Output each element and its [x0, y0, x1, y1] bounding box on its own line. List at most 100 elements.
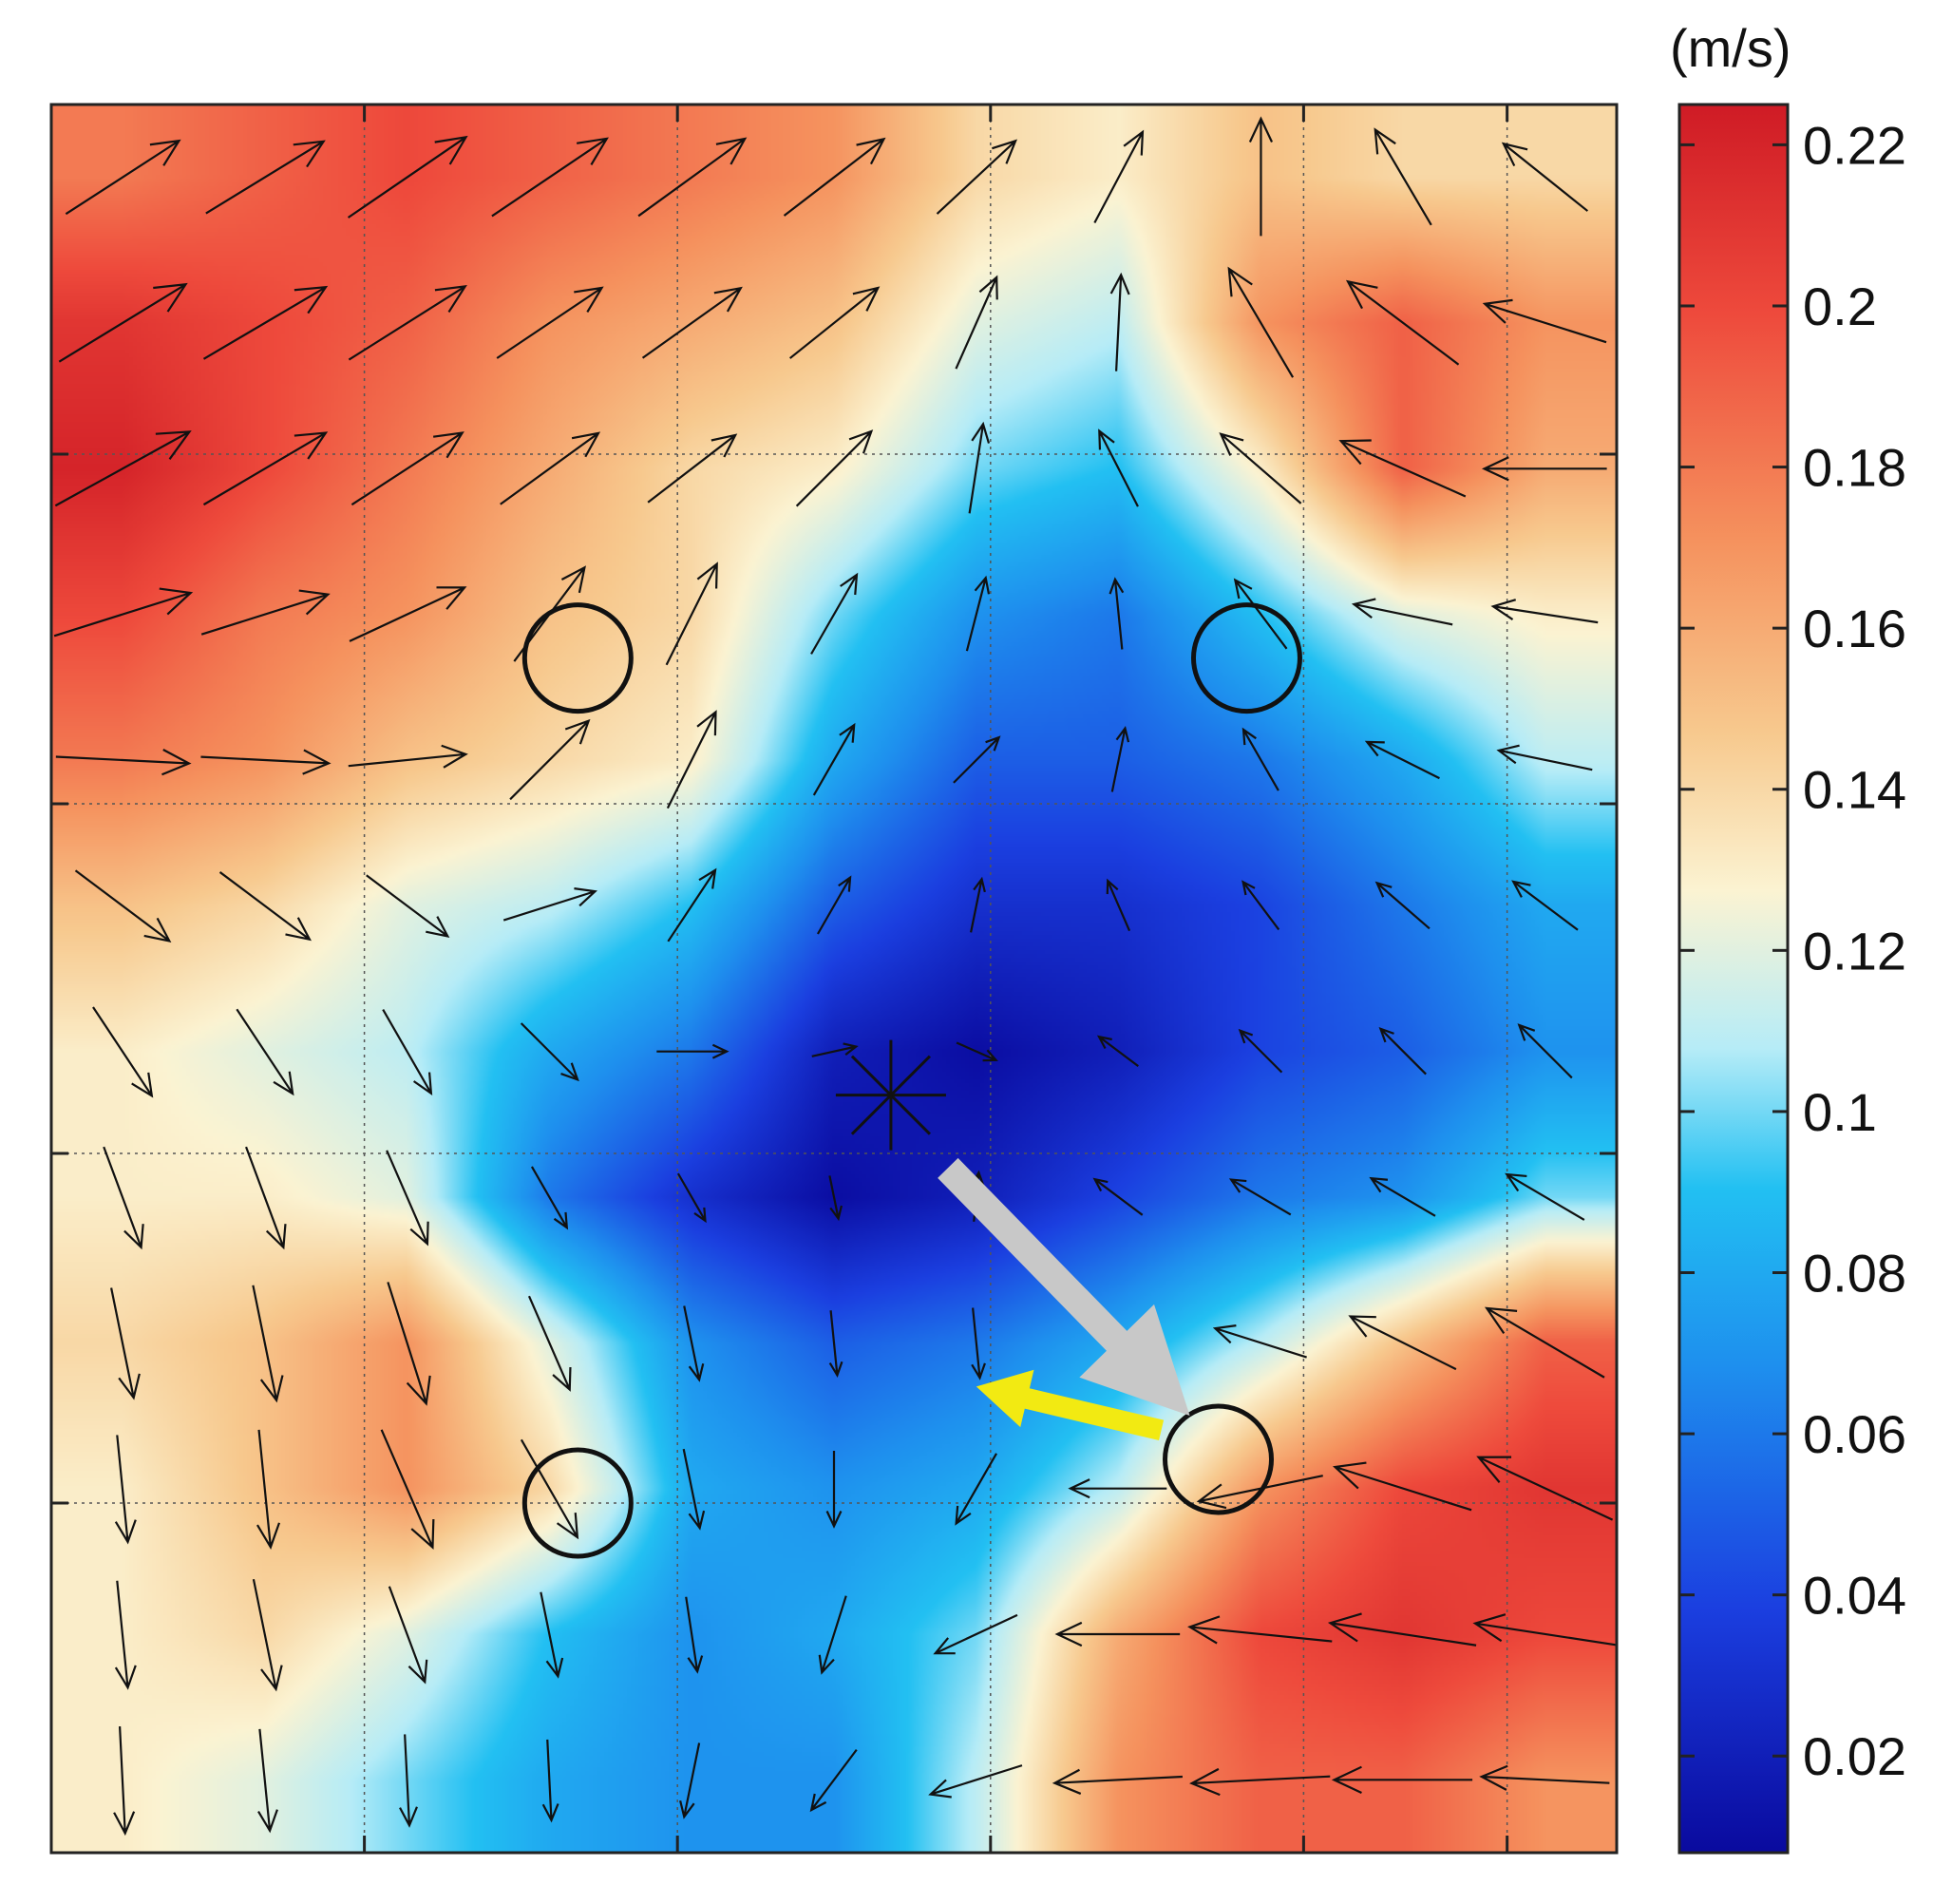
velocity-vector: [665, 562, 718, 666]
velocity-vector: [676, 1172, 707, 1224]
colorbar-tick-label: 0.12: [1803, 921, 1906, 981]
velocity-vector: [527, 1295, 572, 1392]
velocity-vector: [205, 140, 326, 215]
velocity-vector: [1511, 880, 1579, 931]
velocity-vector: [236, 1008, 294, 1096]
star-marker: [835, 1039, 946, 1151]
velocity-vector: [1227, 266, 1295, 378]
velocity-vector: [347, 135, 468, 219]
velocity-vector: [812, 722, 856, 796]
velocity-vector: [202, 285, 329, 360]
velocity-vector: [811, 1042, 859, 1057]
velocity-vector: [200, 749, 332, 775]
velocity-vector: [387, 1282, 431, 1406]
colorbar-tick-label: 0.2: [1803, 276, 1877, 336]
colorbar-tick-label: 0.04: [1803, 1566, 1906, 1626]
velocity-vector: [818, 1595, 847, 1675]
velocity-vector: [349, 586, 467, 642]
velocity-vector: [667, 867, 717, 942]
velocity-vector: [810, 572, 859, 655]
velocity-vector: [252, 1578, 283, 1692]
velocity-vector: [666, 710, 717, 809]
velocity-vector: [685, 1596, 704, 1674]
velocity-vector: [114, 1580, 137, 1690]
velocity-vector: [113, 1726, 136, 1837]
velocity-vector: [1481, 456, 1607, 482]
colorbar-tick-label: 0.14: [1803, 760, 1906, 820]
colorbar-tick-label: 0.1: [1803, 1082, 1877, 1142]
velocity-vector: [541, 1739, 559, 1823]
velocity-vector: [500, 431, 601, 505]
velocity-vector: [1490, 599, 1599, 624]
velocity-vector: [1248, 116, 1274, 237]
velocity-vector: [366, 874, 450, 938]
velocity-vector: [1517, 1023, 1573, 1079]
velocity-vector: [348, 285, 467, 361]
plot-area: [49, 103, 1619, 1855]
velocity-vector: [1374, 881, 1431, 930]
velocity-vector: [1374, 127, 1432, 226]
velocity-vector: [936, 139, 1018, 215]
velocity-vector: [1233, 578, 1288, 650]
velocity-vector: [1378, 1026, 1427, 1076]
velocity-vector: [1109, 272, 1130, 371]
velocity-vector: [641, 286, 743, 359]
velocity-vector: [348, 744, 468, 769]
velocity-vector: [683, 1305, 705, 1382]
velocity-vector: [202, 431, 329, 506]
velocity-vector: [114, 1435, 137, 1545]
highlight-circle: [521, 1447, 634, 1559]
velocity-vector: [1331, 1765, 1473, 1794]
velocity-vector: [788, 286, 881, 359]
velocity-vector: [380, 1429, 435, 1550]
velocity-vector: [956, 1041, 998, 1062]
speed-heatmap: [51, 105, 1617, 1853]
velocity-vector: [1052, 1768, 1183, 1795]
velocity-vector: [1496, 744, 1593, 771]
velocity-vector: [1338, 439, 1467, 498]
colorbar-tick-label: 0.08: [1803, 1243, 1906, 1303]
velocity-vector: [257, 1728, 278, 1834]
velocity-vector: [1187, 1615, 1333, 1645]
velocity-vector: [968, 421, 991, 514]
velocity-vector: [828, 1310, 843, 1379]
velocity-vector: [1501, 142, 1589, 212]
velocity-vector: [953, 735, 1001, 784]
velocity-vector: [58, 282, 188, 363]
velocity-vector: [382, 1009, 433, 1096]
velocity-vector: [74, 869, 172, 942]
yellow-direction-arrow: [976, 1369, 1165, 1441]
velocity-vector: [1364, 740, 1440, 780]
velocity-vector: [530, 1166, 569, 1230]
velocity-vector: [540, 1591, 564, 1679]
colorbar: (m/s) 0.22 0.2 0.18 0.16 0.14 0.12 0.1 0.08 0.06…: [1670, 18, 1906, 1855]
velocity-vector: [955, 275, 998, 370]
velocity-vector: [828, 1175, 843, 1222]
gray-direction-arrow: [938, 1157, 1190, 1416]
velocity-vector: [1110, 726, 1130, 792]
velocity-vector: [656, 1043, 730, 1059]
velocity-vector: [1472, 1613, 1617, 1647]
velocity-vector: [399, 1734, 418, 1828]
colorbar-ticks: 0.22 0.2 0.18 0.16 0.14 0.12 0.1 0.08 0.06 0.04 0.…: [1679, 115, 1906, 1786]
velocity-vector: [245, 1146, 287, 1250]
velocity-vector: [351, 431, 464, 506]
velocity-vector: [1482, 298, 1607, 344]
velocity-vector: [933, 1613, 1018, 1655]
velocity-vector: [1351, 598, 1453, 626]
velocity-vector: [1092, 1177, 1144, 1216]
velocity-vector: [1369, 1176, 1436, 1217]
velocity-vector: [388, 1586, 428, 1685]
velocity-vector: [1348, 1315, 1457, 1371]
velocity-vector: [1096, 1035, 1139, 1068]
velocity-vector: [1098, 428, 1139, 507]
velocity-vector: [218, 871, 312, 942]
velocity-vector: [1484, 1306, 1605, 1379]
velocity-vector: [1238, 1028, 1283, 1074]
annotations: [521, 602, 1302, 1559]
velocity-vector: [520, 1438, 579, 1540]
velocity-vector: [65, 139, 181, 216]
plot-frame: [49, 103, 1619, 1855]
velocity-vector: [509, 718, 591, 801]
velocity-vector: [520, 1022, 579, 1082]
